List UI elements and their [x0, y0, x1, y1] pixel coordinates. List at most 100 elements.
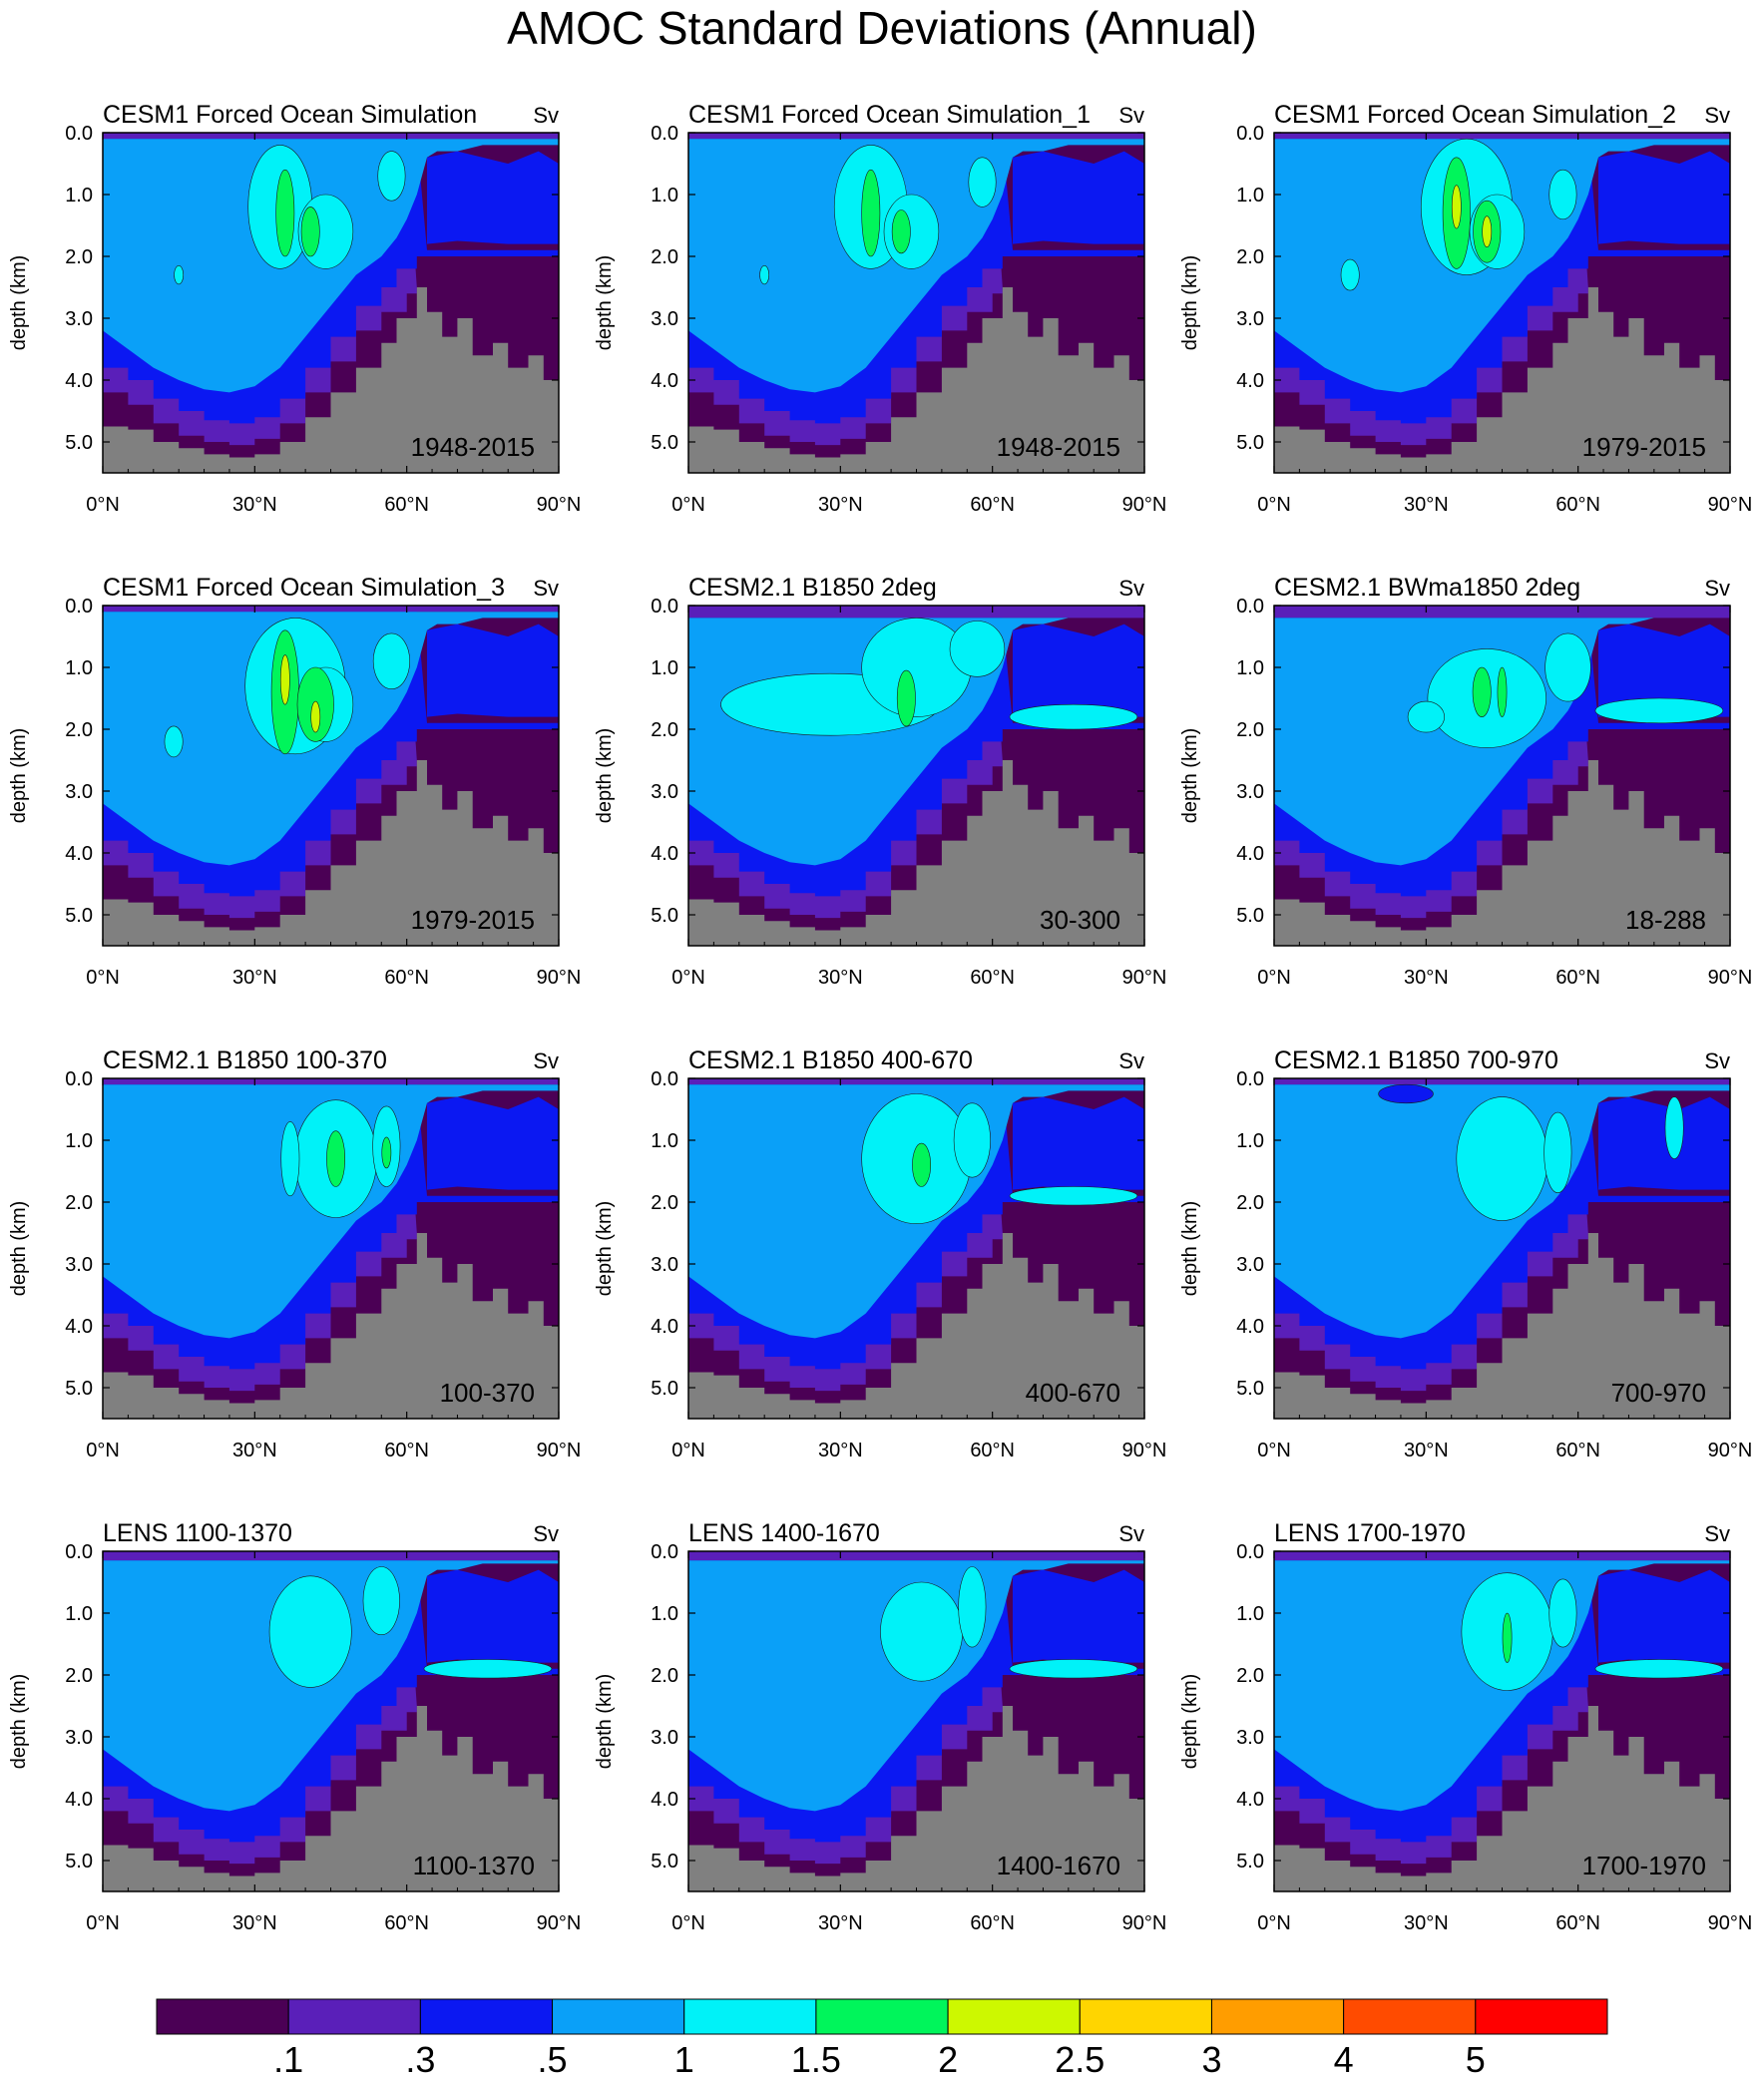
y-tick-label: 3.0	[65, 308, 93, 330]
panel-title: CESM2.1 B1850 100-370	[103, 1046, 387, 1074]
x-tick-label: 0°N	[671, 967, 705, 989]
x-tick-label: 30°N	[232, 494, 277, 516]
north-pool	[1013, 151, 1144, 244]
surface-band	[1274, 133, 1730, 140]
y-tick-label: 5.0	[65, 1851, 93, 1873]
y-tick-label: 5.0	[1236, 1851, 1264, 1873]
sd-cell	[912, 1142, 932, 1187]
y-tick-label: 5.0	[1236, 1378, 1264, 1400]
panel-1: 0.0 1.0 2.0 3.0 4.0 5.0 0°N 30°N 60°N 90°N depth (…	[8, 101, 581, 516]
y-tick-label: 1.0	[651, 185, 678, 207]
panel-title: LENS 1100-1370	[103, 1519, 292, 1547]
y-tick-label: 3.0	[651, 308, 678, 330]
colorbar-label: 3	[1201, 2039, 1221, 2080]
north-pool	[1013, 1096, 1144, 1190]
y-tick-label: 0.0	[1236, 1541, 1264, 1563]
sd-cell	[310, 700, 321, 733]
y-tick-label: 2.0	[651, 246, 678, 268]
panel-12: 0.0 1.0 2.0 3.0 4.0 5.0 0°N 30°N 60°N 90°N depth (…	[1179, 1519, 1752, 1934]
y-tick-label: 0.0	[651, 1068, 678, 1090]
surface-band	[103, 1078, 559, 1085]
y-tick-label: 4.0	[651, 1316, 678, 1338]
colorbar-swatch	[1343, 1998, 1477, 2035]
sd-cell	[880, 1581, 964, 1682]
surface-band	[103, 1551, 559, 1561]
y-tick-label: 4.0	[65, 843, 93, 865]
y-tick-label: 4.0	[651, 1789, 678, 1811]
north-pool	[427, 151, 559, 244]
panel-title: LENS 1700-1970	[1274, 1519, 1466, 1547]
north-pool	[1013, 1569, 1144, 1663]
x-tick-label: 0°N	[671, 1912, 705, 1934]
panel-title: CESM1 Forced Ocean Simulation_2	[1274, 101, 1676, 129]
y-tick-label: 4.0	[1236, 1789, 1264, 1811]
y-axis-label: depth (km)	[1179, 255, 1201, 351]
sd-cell	[1502, 1612, 1513, 1663]
x-tick-label: 60°N	[970, 1912, 1015, 1934]
panel-units: Sv	[1118, 1048, 1144, 1073]
panel-9: 0.0 1.0 2.0 3.0 4.0 5.0 0°N 30°N 60°N 90°N depth (…	[1179, 1046, 1752, 1461]
surface-band	[103, 606, 559, 613]
x-tick-label: 90°N	[1708, 494, 1753, 516]
sd-cell	[381, 1136, 392, 1169]
y-tick-label: 0.0	[65, 1068, 93, 1090]
sd-cell	[896, 669, 916, 727]
y-tick-label: 4.0	[65, 370, 93, 392]
x-tick-label: 60°N	[1555, 1440, 1600, 1461]
y-tick-label: 4.0	[65, 1789, 93, 1811]
seafloor-land	[103, 1706, 559, 1891]
sd-cell	[1594, 697, 1724, 724]
panel-grid: 0.0 1.0 2.0 3.0 4.0 5.0 0°N 30°N 60°N 90°N depth (…	[8, 101, 1752, 1934]
y-tick-label: 1.0	[1236, 1603, 1264, 1625]
x-tick-label: 90°N	[537, 1912, 582, 1934]
y-tick-label: 1.0	[1236, 1130, 1264, 1152]
colorbar-label: 2.5	[1055, 2039, 1104, 2080]
y-tick-label: 4.0	[651, 843, 678, 865]
surface-band	[1274, 1078, 1730, 1085]
colorbar-label: .5	[538, 2039, 568, 2080]
x-tick-label: 60°N	[384, 1440, 429, 1461]
colorbar-label: 1	[674, 2039, 694, 2080]
sd-cell	[1009, 1659, 1138, 1679]
y-tick-label: 1.0	[1236, 657, 1264, 679]
colorbar-swatch	[287, 1998, 421, 2035]
y-tick-label: 1.0	[651, 1603, 678, 1625]
seafloor-land	[103, 760, 559, 946]
y-tick-label: 3.0	[1236, 781, 1264, 803]
sd-cell	[1472, 666, 1492, 717]
seafloor-land	[1274, 1706, 1730, 1891]
panel-title: CESM1 Forced Ocean Simulation	[103, 101, 477, 129]
y-tick-label: 5.0	[1236, 905, 1264, 927]
colorbar-label: .1	[273, 2039, 303, 2080]
sd-cell	[953, 1102, 991, 1178]
x-tick-label: 30°N	[232, 1912, 277, 1934]
x-tick-label: 60°N	[970, 1440, 1015, 1461]
x-tick-label: 60°N	[1555, 1912, 1600, 1934]
y-axis-label: depth (km)	[8, 255, 30, 351]
period-label: 1979-2015	[411, 905, 535, 935]
panel-title: CESM2.1 B1850 700-970	[1274, 1046, 1558, 1074]
period-label: 1700-1970	[1582, 1851, 1706, 1880]
panel-3: 0.0 1.0 2.0 3.0 4.0 5.0 0°N 30°N 60°N 90°N depth (…	[1179, 101, 1752, 516]
colorbar-swatch	[1079, 1998, 1212, 2035]
x-tick-label: 90°N	[1122, 1440, 1167, 1461]
sd-cell	[174, 265, 185, 285]
colorbar-label: 4	[1334, 2039, 1354, 2080]
panel-units: Sv	[533, 1048, 559, 1073]
y-axis-label: depth (km)	[8, 728, 30, 824]
sd-cell	[1407, 700, 1445, 733]
y-tick-label: 2.0	[65, 246, 93, 268]
y-tick-label: 5.0	[65, 432, 93, 454]
panel-units: Sv	[533, 103, 559, 128]
colorbar-swatch	[419, 1998, 554, 2035]
y-tick-label: 4.0	[1236, 843, 1264, 865]
sd-cell	[891, 209, 911, 254]
y-tick-label: 4.0	[65, 1316, 93, 1338]
seafloor-land	[103, 1233, 559, 1419]
x-tick-label: 30°N	[818, 494, 863, 516]
y-axis-label: depth (km)	[8, 1201, 30, 1297]
sd-cell	[372, 632, 411, 689]
x-tick-label: 0°N	[1257, 1912, 1291, 1934]
x-tick-label: 30°N	[1404, 967, 1449, 989]
period-label: 30-300	[1040, 905, 1120, 935]
